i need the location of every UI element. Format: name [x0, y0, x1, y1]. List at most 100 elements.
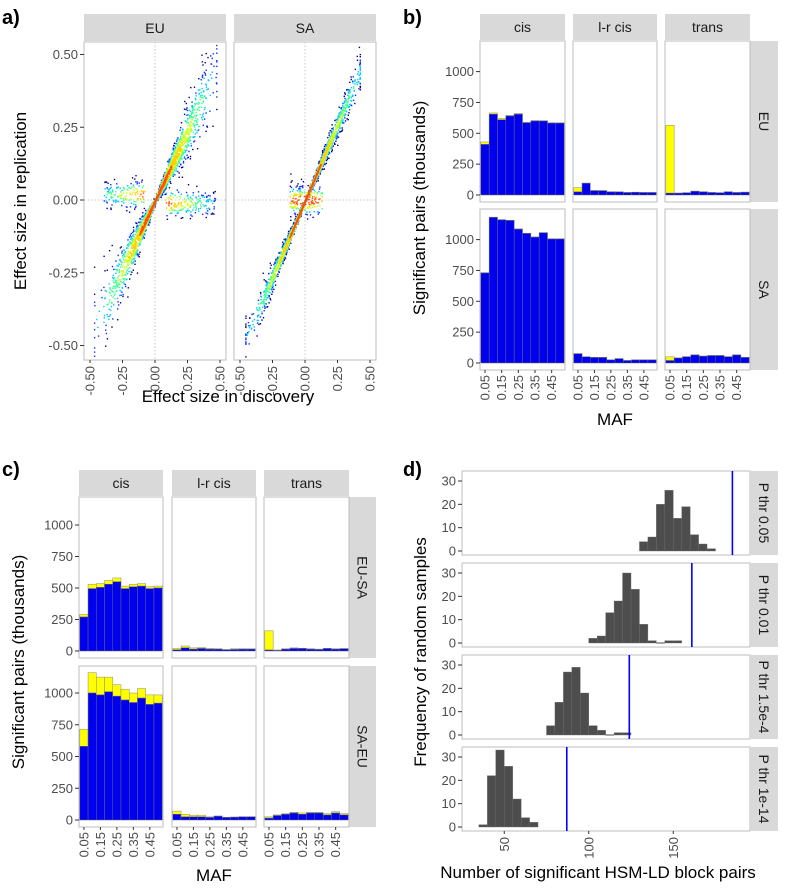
- scatter-point: [287, 241, 289, 244]
- scatter-point: [173, 204, 176, 206]
- scatter-point: [120, 194, 122, 197]
- scatter-point: [131, 177, 134, 179]
- scatter-point: [138, 237, 140, 239]
- scatter-point: [123, 259, 125, 261]
- scatter-point: [359, 77, 361, 79]
- scatter-point: [273, 276, 275, 279]
- scatter-point: [168, 187, 171, 189]
- scatter-point: [115, 287, 117, 289]
- scatter-point: [201, 75, 204, 77]
- scatter-point: [182, 133, 184, 135]
- scatter-point: [175, 151, 178, 153]
- scatter-point: [332, 135, 335, 138]
- scatter-point: [200, 95, 202, 97]
- scatter-point: [249, 317, 251, 319]
- scatter-point: [350, 100, 353, 102]
- scatter-point: [349, 81, 351, 84]
- scatter-point: [314, 197, 316, 199]
- scatter-point: [176, 163, 178, 165]
- scatter-point: [176, 157, 179, 159]
- scatter-point: [265, 303, 267, 305]
- scatter-point: [140, 234, 142, 237]
- scatter-point: [177, 150, 179, 152]
- panel-label-d: d): [403, 459, 422, 481]
- scatter-point: [135, 250, 137, 252]
- scatter-point: [184, 134, 187, 136]
- scatter-point: [148, 207, 150, 210]
- scatter-point: [106, 193, 108, 196]
- scatter-point: [269, 267, 272, 269]
- scatter-point: [340, 121, 342, 123]
- scatter-point: [343, 113, 345, 116]
- scatter-point: [149, 210, 151, 213]
- scatter-point: [352, 80, 354, 82]
- scatter-point: [200, 82, 203, 85]
- scatter-point: [135, 243, 137, 246]
- scatter-point: [272, 272, 274, 275]
- scatter-point: [175, 204, 177, 206]
- scatter-point: [194, 133, 196, 135]
- scatter-point: [186, 154, 188, 156]
- scatter-point: [299, 188, 301, 191]
- scatter-point: [172, 196, 174, 199]
- scatter-point: [284, 241, 287, 243]
- scatter-point: [137, 229, 139, 231]
- scatter-point: [195, 205, 197, 208]
- scatter-point: [195, 92, 197, 94]
- scatter-point: [268, 291, 270, 293]
- scatter-point: [313, 175, 316, 177]
- scatter-point: [138, 229, 141, 232]
- scatter-point: [343, 110, 345, 113]
- scatter-point: [313, 211, 315, 213]
- scatter-point: [93, 293, 96, 295]
- scatter-point: [174, 158, 176, 160]
- scatter-point: [162, 177, 164, 180]
- scatter-point: [275, 259, 277, 261]
- scatter-point: [183, 135, 186, 138]
- scatter-point: [311, 196, 314, 198]
- scatter-point: [181, 138, 183, 140]
- scatter-point: [303, 208, 306, 211]
- scatter-point: [166, 168, 168, 171]
- scatter-point: [169, 170, 171, 172]
- scatter-point: [161, 190, 163, 192]
- scatter-point: [183, 134, 186, 137]
- scatter-point: [205, 86, 208, 88]
- scatter-point: [128, 258, 131, 260]
- scatter-point: [106, 202, 108, 204]
- scatter-point: [196, 102, 198, 105]
- scatter-point: [139, 225, 142, 227]
- scatter-point: [283, 256, 285, 258]
- scatter-point: [185, 131, 187, 133]
- scatter-point: [133, 255, 135, 257]
- scatter-point: [120, 191, 122, 193]
- scatter-point: [286, 243, 288, 245]
- scatter-point: [137, 255, 139, 257]
- scatter-point: [328, 157, 330, 159]
- scatter-point: [162, 188, 164, 190]
- scatter-point: [136, 229, 138, 231]
- scatter-point: [287, 240, 289, 242]
- scatter-point: [338, 131, 341, 133]
- scatter-point: [256, 315, 259, 317]
- scatter-point: [191, 106, 193, 108]
- scatter-point: [291, 229, 293, 231]
- scatter-point: [294, 212, 296, 214]
- scatter-point: [267, 281, 269, 284]
- scatter-point: [216, 48, 218, 50]
- scatter-point: [297, 183, 299, 185]
- scatter-point: [198, 199, 200, 201]
- scatter-point: [122, 186, 125, 189]
- scatter-point: [325, 162, 327, 165]
- scatter-point: [268, 295, 270, 298]
- scatter-point: [172, 156, 175, 158]
- scatter-point: [182, 129, 184, 131]
- scatter-point: [120, 281, 123, 284]
- scatter-point: [104, 270, 106, 272]
- scatter-point: [162, 182, 164, 184]
- scatter-point: [197, 89, 200, 91]
- scatter-point: [133, 253, 135, 256]
- scatter-point: [116, 297, 119, 300]
- scatter-point: [179, 138, 182, 140]
- scatter-point: [121, 271, 123, 273]
